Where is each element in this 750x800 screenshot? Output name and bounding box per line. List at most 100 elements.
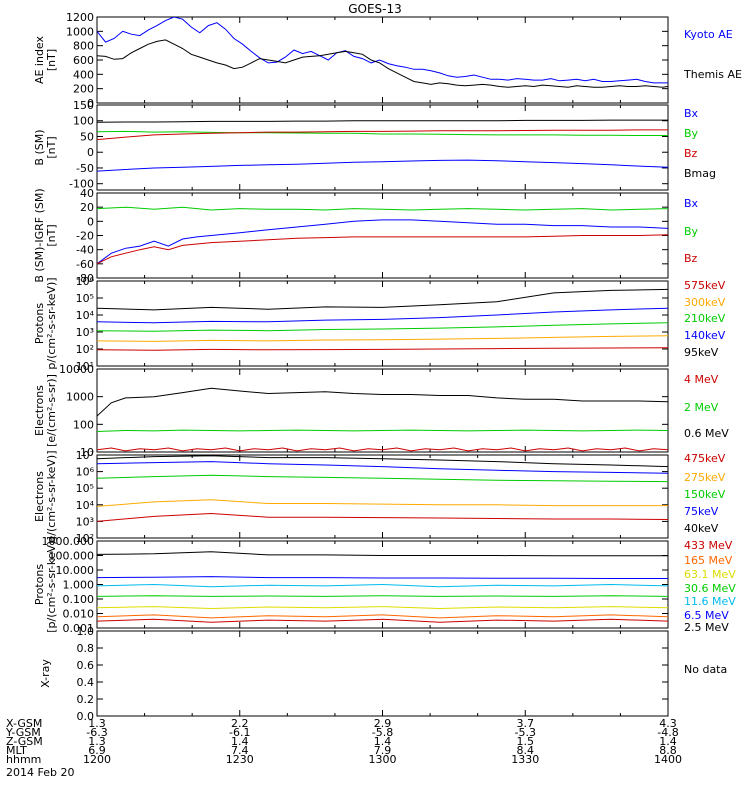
series-line-2-mev <box>97 429 668 432</box>
series-line-4-mev <box>97 447 668 452</box>
footer-value: -6.1 <box>229 726 250 739</box>
panel-frame <box>96 280 669 367</box>
date-label: 2014 Feb 20 <box>6 766 74 779</box>
footer-row-label: Y-GSM <box>5 726 41 739</box>
footer-value: 1.5 <box>517 735 535 748</box>
series-line-30.6-mev <box>97 595 668 597</box>
footer-value: 8.8 <box>659 744 677 757</box>
y-tick-label: 10⁵ <box>76 292 94 305</box>
legend-label: Bz <box>684 147 698 160</box>
series-line-kyoto-ae <box>97 17 668 84</box>
y-tick-label: -60 <box>76 258 94 271</box>
legend-label: 75keV <box>684 505 719 518</box>
y-tick-label: 1000.000 <box>42 535 95 548</box>
y-axis-label: B (SM) <box>33 129 46 165</box>
y-tick-label: 1.000 <box>63 579 95 592</box>
footer-value: -5.8 <box>372 726 393 739</box>
series-line-bx <box>97 159 668 172</box>
legend-label: 575keV <box>684 279 726 292</box>
series-line-2.5-mev <box>97 551 668 557</box>
y-axis-label: [nT] <box>45 136 58 158</box>
legend-label: 0.6 MeV <box>684 427 729 440</box>
y-axis-label: B (SM)-IGRF (SM) <box>33 188 46 282</box>
legend-label: Bx <box>684 107 699 120</box>
y-tick-label: 0 <box>87 215 94 228</box>
y-axis-label: AE index <box>33 35 46 84</box>
panel-frame <box>96 368 669 453</box>
y-tick-label: 100 <box>73 115 94 128</box>
series-line-bx <box>97 219 668 265</box>
y-tick-label: 10² <box>76 532 94 545</box>
legend-label: 150keV <box>684 488 726 501</box>
panel-6: 10² 10³ 10⁴ 10⁵ 10⁶ 10⁷ Electrons e/(cm²-s-sr-k… <box>33 449 726 545</box>
footer-value: 1400 <box>654 753 682 766</box>
y-tick-label: 1.0 <box>77 625 95 638</box>
y-axis-label: Protons <box>33 564 46 605</box>
y-tick-label: -80 <box>76 272 94 285</box>
panel-4: 10¹ 10² 10³ 10⁴ 10⁵ 10⁶ Protons p/(cm²-s-sr-keV… <box>33 275 726 373</box>
y-axis-label: [nT] <box>45 224 58 246</box>
legend-label: 63.1 MeV <box>684 568 736 581</box>
y-axis-label: Protons <box>33 303 46 344</box>
panel-frame <box>96 630 669 717</box>
footer-value: -5.3 <box>515 726 536 739</box>
y-axis-label: [p/(cm²-s-sr-keV)] <box>45 536 58 633</box>
y-tick-label: 10⁷ <box>76 449 94 462</box>
legend-label: 11.6 MeV <box>684 595 736 608</box>
y-tick-label: 10³ <box>76 515 94 528</box>
footer-value: 3.7 <box>517 717 535 730</box>
legend-label: 300keV <box>684 296 726 309</box>
y-tick-label: 600 <box>73 54 94 67</box>
y-tick-label: 100 <box>73 418 94 431</box>
y-tick-label: 150 <box>73 99 94 112</box>
legend-label: 95keV <box>684 346 719 359</box>
legend-label: 30.6 MeV <box>684 582 736 595</box>
series-line-275kev <box>97 499 668 507</box>
y-tick-label: 0.001 <box>63 622 95 635</box>
y-axis-label: [e/(cm²-s-sr)] <box>45 374 58 447</box>
y-tick-label: 10⁶ <box>76 275 95 288</box>
legend-label: 2.5 MeV <box>684 621 729 634</box>
footer-value: 2.2 <box>231 717 249 730</box>
series-line-75kev <box>97 461 668 474</box>
y-tick-label: 50 <box>80 130 94 143</box>
legend-label: 2 MeV <box>684 401 719 414</box>
y-tick-label: 800 <box>73 40 94 53</box>
panel-frame <box>96 454 669 539</box>
y-axis-label: e/(cm²-s-sr-keV)] <box>45 451 58 543</box>
legend-label: 140keV <box>684 329 726 342</box>
y-tick-label: 10³ <box>76 326 94 339</box>
legend-label: By <box>684 127 699 140</box>
y-tick-label: 0.2 <box>77 693 95 706</box>
series-line-433-mev <box>97 618 668 623</box>
series-line-575kev <box>97 347 668 351</box>
chart-title: GOES-13 <box>348 2 402 16</box>
y-tick-label: 0.010 <box>63 608 95 621</box>
legend-label: 40keV <box>684 522 719 535</box>
y-tick-label: -100 <box>69 178 94 191</box>
legend-label: 433 MeV <box>684 539 733 552</box>
series-line-11.6-mev <box>97 583 668 588</box>
series-line-150kev <box>97 474 668 483</box>
y-tick-label: 0.6 <box>77 659 95 672</box>
y-tick-label: 0.8 <box>77 642 95 655</box>
panel-2: -100 -50 0 50 100 150 B (SM) [nT] Bx By Bz Bmag <box>33 99 716 191</box>
series-line-40kev <box>97 455 668 468</box>
y-tick-label: 10000 <box>59 363 94 376</box>
y-tick-label: 400 <box>73 68 94 81</box>
legend-label: 475keV <box>684 452 726 465</box>
legend-label: Bz <box>684 252 698 265</box>
y-tick-label: 0 <box>87 146 94 159</box>
y-tick-label: 100.000 <box>49 550 95 563</box>
y-tick-label: 0.4 <box>77 676 95 689</box>
legend-label: Bx <box>684 197 699 210</box>
panel-frame <box>96 104 669 191</box>
footer-value: 2.9 <box>374 717 392 730</box>
y-tick-label: 10² <box>76 343 94 356</box>
y-tick-label: -40 <box>76 244 94 257</box>
y-axis-label: X-ray <box>39 659 52 688</box>
footer-row-label: MLT <box>6 744 27 757</box>
panel-frame <box>96 16 669 104</box>
